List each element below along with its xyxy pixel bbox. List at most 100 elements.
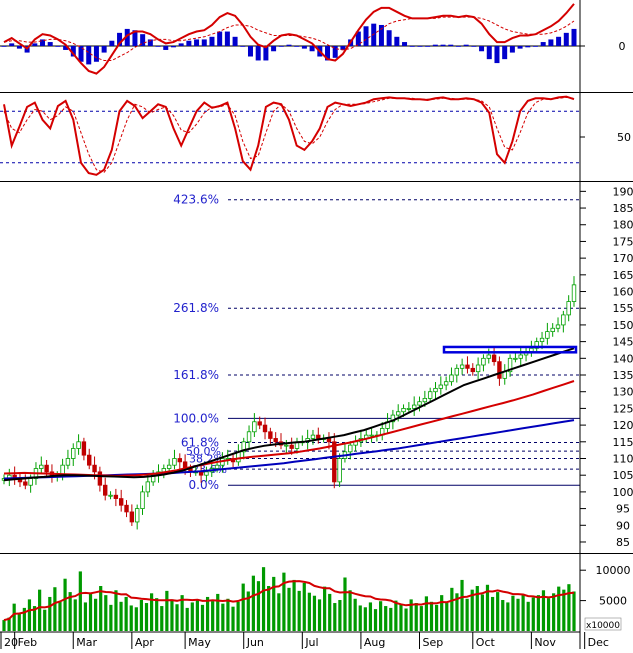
volume-bar: [501, 600, 504, 631]
volume-bar: [267, 586, 270, 631]
volume-bar: [175, 604, 178, 631]
volume-bar: [572, 591, 575, 631]
price-tick-label: 185: [613, 202, 633, 215]
price-candle-body: [135, 509, 139, 522]
x-axis-label: Dec: [588, 636, 609, 649]
price-candle-body: [87, 455, 91, 465]
macd-histogram-bar: [287, 45, 292, 46]
price-candle-body: [119, 499, 123, 506]
macd-histogram-bar: [364, 26, 369, 46]
price-tick-label: 105: [613, 469, 633, 482]
price-candle-body: [332, 442, 336, 482]
volume-bar: [450, 588, 453, 631]
price-candle-body: [412, 405, 416, 408]
volume-bar: [292, 580, 295, 631]
macd-histogram-bar: [448, 45, 453, 46]
volume-bar: [63, 579, 66, 631]
volume-bar: [38, 590, 41, 631]
volume-bar: [527, 602, 530, 631]
volume-bar: [43, 610, 46, 631]
price-candle-body: [114, 495, 118, 498]
macd-histogram-bar: [217, 32, 222, 46]
macd-histogram-bar: [156, 46, 161, 47]
price-tick-label: 135: [613, 369, 633, 382]
macd-histogram-bar: [548, 39, 553, 46]
volume-bar: [252, 576, 255, 631]
macd-histogram-bar: [32, 43, 37, 46]
macd-histogram-bar: [271, 46, 276, 51]
volume-bar: [28, 599, 31, 631]
volume-bar: [532, 598, 535, 631]
price-candle-body: [103, 485, 107, 495]
price-tick-label: 175: [613, 235, 633, 248]
volume-bar: [211, 601, 214, 631]
macd-histogram-bar: [17, 46, 22, 49]
volume-tick-label: 5000: [599, 595, 627, 608]
macd-histogram-bar: [225, 32, 230, 46]
macd-histogram-bar: [186, 41, 191, 46]
volume-bar: [552, 593, 555, 631]
volume-bar: [84, 602, 87, 631]
macd-histogram-bar: [202, 39, 207, 46]
price-candle-body: [455, 368, 459, 375]
volume-bar: [114, 590, 117, 631]
volume-bar: [74, 599, 77, 631]
x-axis-label: Apr: [135, 636, 155, 649]
price-candle-body: [24, 482, 28, 485]
volume-bar: [145, 603, 148, 631]
macd-histogram-bar: [194, 39, 199, 46]
price-candle-body: [562, 315, 566, 325]
price-candle-body: [290, 445, 294, 448]
price-candle-body: [173, 458, 177, 465]
price-tick-label: 160: [613, 286, 633, 299]
fib-level-label: 423.6%: [173, 193, 219, 207]
macd-histogram-bar: [410, 46, 415, 47]
price-candle-body: [66, 458, 70, 465]
price-candle-body: [407, 408, 411, 409]
macd-histogram-bar: [94, 46, 99, 62]
volume-bar: [79, 571, 82, 631]
volume-bar: [445, 603, 448, 631]
volume-bar: [155, 598, 158, 631]
volume-bar: [119, 602, 122, 631]
macd-histogram-bar: [302, 46, 307, 49]
price-candle-body: [146, 482, 150, 492]
volume-bar: [135, 607, 138, 631]
price-candle-body: [269, 432, 273, 439]
volume-bar: [537, 595, 540, 631]
x-axis-label: Mar: [76, 636, 97, 649]
price-tick-label: 145: [613, 336, 633, 349]
volume-bar: [440, 595, 443, 631]
volume-bar: [303, 583, 306, 631]
price-candle-body: [370, 435, 374, 436]
macd-histogram-bar: [209, 37, 214, 46]
macd-histogram-bar: [256, 46, 261, 60]
price-tick-label: 150: [613, 319, 633, 332]
volume-bar: [13, 604, 16, 631]
volume-bar: [369, 602, 372, 631]
price-candle-body: [316, 435, 320, 438]
volume-bar: [430, 602, 433, 631]
macd-histogram-bar: [471, 46, 476, 47]
price-candle-body: [519, 355, 523, 358]
volume-bar: [481, 595, 484, 631]
x-axis-label: Oct: [476, 636, 496, 649]
macd-histogram-bar: [518, 46, 523, 49]
volume-bar: [394, 601, 397, 631]
volume-bar: [89, 594, 92, 631]
macd-histogram-bar: [179, 43, 184, 46]
volume-bar: [506, 602, 509, 631]
price-candle-body: [71, 448, 75, 458]
volume-bar: [343, 577, 346, 631]
macd-histogram-bar: [2, 46, 7, 47]
volume-bar: [404, 609, 407, 631]
volume-bar: [435, 605, 438, 631]
volume-bar: [359, 605, 362, 631]
macd-histogram-bar: [572, 29, 577, 46]
volume-bar: [323, 587, 326, 631]
macd-histogram-bar: [171, 46, 176, 47]
price-candle-body: [514, 358, 518, 359]
price-candle-body: [125, 505, 129, 512]
price-candle-body: [98, 472, 102, 485]
